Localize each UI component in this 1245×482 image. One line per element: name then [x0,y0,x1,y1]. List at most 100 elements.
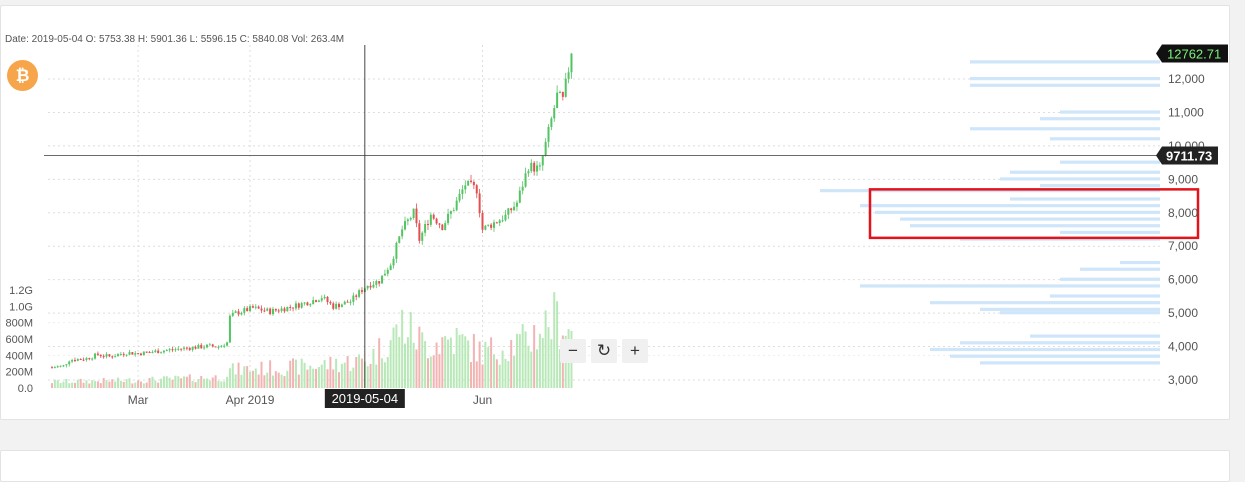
volume-bar [432,355,435,388]
price-tick-label: 9,000 [1168,172,1198,186]
volume-bar [263,375,266,388]
volume-bar [151,376,154,388]
candle [412,208,415,218]
zoom-in-button[interactable]: + [622,339,648,363]
candle [553,107,556,119]
candle [231,312,234,316]
candle [200,344,203,349]
volume-bar [208,380,211,388]
volume-bar [406,337,409,388]
volume-bar [122,381,125,388]
candle [429,214,432,225]
candle [406,219,409,222]
candle [266,308,269,311]
profile-bar [1060,277,1160,281]
volume-bar [168,377,171,388]
volume-bar [518,334,521,388]
volume-bar [461,334,464,388]
volume-bar [536,349,539,388]
candle [484,225,487,230]
volume-bar [260,361,263,388]
volume-bar [53,379,56,388]
candle [102,356,105,358]
candle [570,53,573,73]
reset-zoom-button[interactable]: ↻ [591,339,617,363]
volume-bar [137,380,140,388]
profile-bar [1030,334,1160,338]
grid-lines [48,45,1160,388]
candle [556,92,559,108]
date-tick-label: Mar [128,393,149,407]
volume-bar [338,372,340,388]
candle [160,352,163,354]
volume-bar [88,383,91,388]
candle [444,223,447,230]
candle [292,307,295,309]
volume-bar [217,380,220,388]
price-tick-label: 6,000 [1168,273,1198,287]
profile-bar [860,284,1160,288]
candle [254,306,257,308]
volume-bar [220,381,223,388]
volume-bar [294,359,297,388]
volume-bar [395,324,398,388]
candle [481,213,484,230]
profile-bar [1060,160,1160,164]
volume-bar [51,383,53,388]
volume-bar [418,326,421,388]
candle [53,367,56,369]
volume-bar [538,333,541,388]
candle [300,303,303,308]
zoom-out-button[interactable]: − [560,339,586,363]
candle [389,265,392,270]
profile-bar [980,361,1160,365]
volume-bar [177,376,180,388]
candle [426,224,429,226]
candle [294,303,297,309]
volume-bar [470,362,473,388]
volume-axis: 1.2G 1.0G 800M 600M 400M 200M 0.0 [5,285,33,395]
candle [335,303,338,309]
candle [94,353,97,359]
price-chart[interactable]: 12,00011,00010,0009,0008,0007,0006,0005,… [0,0,1245,470]
volume-bar [148,378,151,388]
candle [564,78,567,97]
volume-bar [378,338,381,388]
profile-bar [930,347,1160,352]
candle [343,301,346,305]
volume-bar [343,362,346,388]
volume-bar [472,334,475,388]
volume-bar [306,369,309,388]
volume-bar [484,341,487,388]
volume-bar [234,374,237,388]
volume-bar [441,337,444,388]
candle [421,232,424,241]
price-tick-label: 3,000 [1168,373,1198,387]
candle [260,308,263,311]
profile-bar [820,189,1160,193]
candle [358,290,361,297]
volume-bar [475,361,478,388]
volume-bar [507,361,510,388]
volume-bar [205,378,208,388]
volume-bar [171,379,174,388]
candle [56,366,59,368]
candle [99,354,102,357]
crosshair [44,45,1160,388]
volume-bar [320,364,323,388]
volume-bar [91,380,94,388]
volume-bar [292,358,295,388]
volume-bar [231,363,234,388]
volume-bar [223,381,226,388]
volume-bar [332,369,335,388]
volume-bar [435,342,438,388]
volume-bar [386,357,389,388]
price-tick-label: 4,000 [1168,340,1198,354]
candle [105,354,108,357]
candle [122,354,125,356]
candle [317,300,320,302]
volume-bar [452,354,455,388]
price-tick-label: 8,000 [1168,206,1198,220]
candle [154,350,157,353]
candle [274,308,277,311]
